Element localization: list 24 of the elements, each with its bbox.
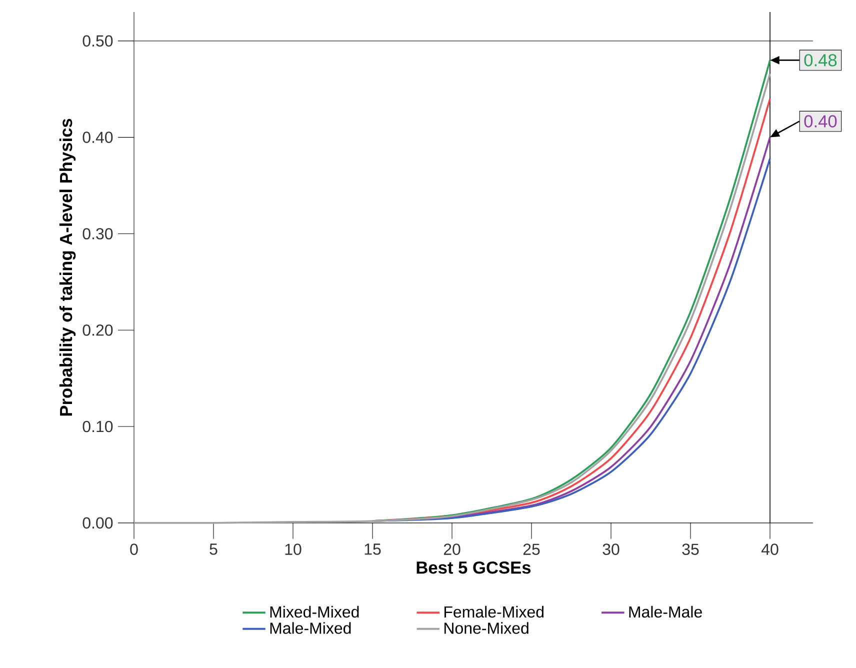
legend-label: Male-Mixed: [270, 622, 351, 634]
y-tick-label: 0.10: [82, 420, 113, 432]
x-tick-label: 35: [682, 544, 699, 555]
x-axis-title: Best 5 GCSEs: [416, 561, 531, 574]
annotation: 0.40: [804, 115, 837, 128]
y-axis-title: Probability of taking A-level Physics: [59, 118, 76, 416]
x-tick-label: 15: [364, 544, 381, 555]
legend-label: Mixed-Mixed: [270, 606, 359, 618]
y-tick-label: 0.50: [82, 35, 113, 47]
y-tick-label: 0.20: [82, 324, 113, 336]
legend-label: Female-Mixed: [444, 606, 544, 618]
annotation: 0.48: [804, 54, 837, 66]
legend-label: Male-Male: [629, 606, 702, 618]
y-tick-label: 0.30: [82, 228, 113, 240]
y-tick-label: 0.40: [82, 132, 113, 143]
x-tick-label: 20: [444, 544, 460, 555]
x-tick-label: 10: [285, 544, 302, 555]
x-tick-label: 40: [761, 544, 778, 555]
x-tick-label: 0: [130, 544, 138, 555]
y-tick-label: 0.00: [82, 517, 113, 529]
legend-label: None-Mixed: [444, 622, 528, 634]
x-tick-label: 5: [210, 544, 218, 555]
x-tick-label: 25: [523, 544, 540, 555]
x-tick-label: 30: [602, 544, 620, 555]
